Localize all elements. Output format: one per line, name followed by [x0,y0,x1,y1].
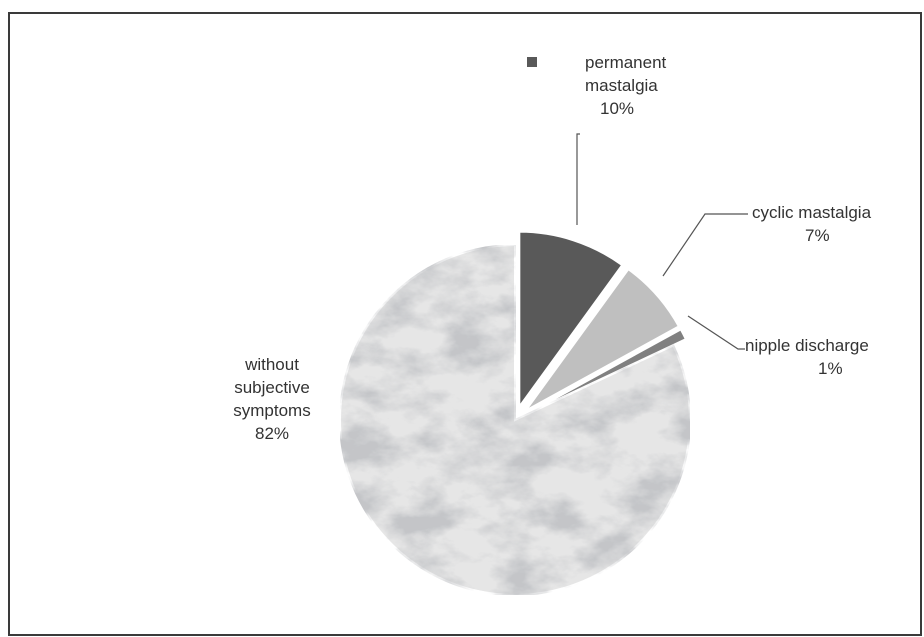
leader-line-permanent-mastalgia [576,133,580,225]
slice-label-without-subjective-symptoms: symptoms [233,401,310,420]
slice-label-without-subjective-symptoms: without [244,355,299,374]
pie-slice-cyclic-mastalgia [524,267,681,412]
slice-value-nipple-discharge: 1% [818,359,843,378]
slice-label-without-subjective-symptoms: subjective [234,378,310,397]
slice-label-cyclic-mastalgia: cyclic mastalgia [752,203,872,222]
leader-line-cyclic-mastalgia [662,213,748,277]
slice-value-permanent-mastalgia: 10% [600,99,634,118]
slice-label-nipple-discharge: nipple discharge [745,336,869,355]
leader-line-nipple-discharge [687,315,745,350]
legend-marker-permanent-mastalgia [527,57,537,67]
slice-label-permanent-mastalgia: permanent [585,53,667,72]
pie-slice-permanent-mastalgia [518,230,624,410]
slice-value-cyclic-mastalgia: 7% [805,226,830,245]
slice-value-without-subjective-symptoms: 82% [255,424,289,443]
pie-slice-without-subjective-symptoms [339,243,691,596]
pie-slice-nipple-discharge [526,327,688,415]
slice-label-permanent-mastalgia: mastalgia [585,76,658,95]
